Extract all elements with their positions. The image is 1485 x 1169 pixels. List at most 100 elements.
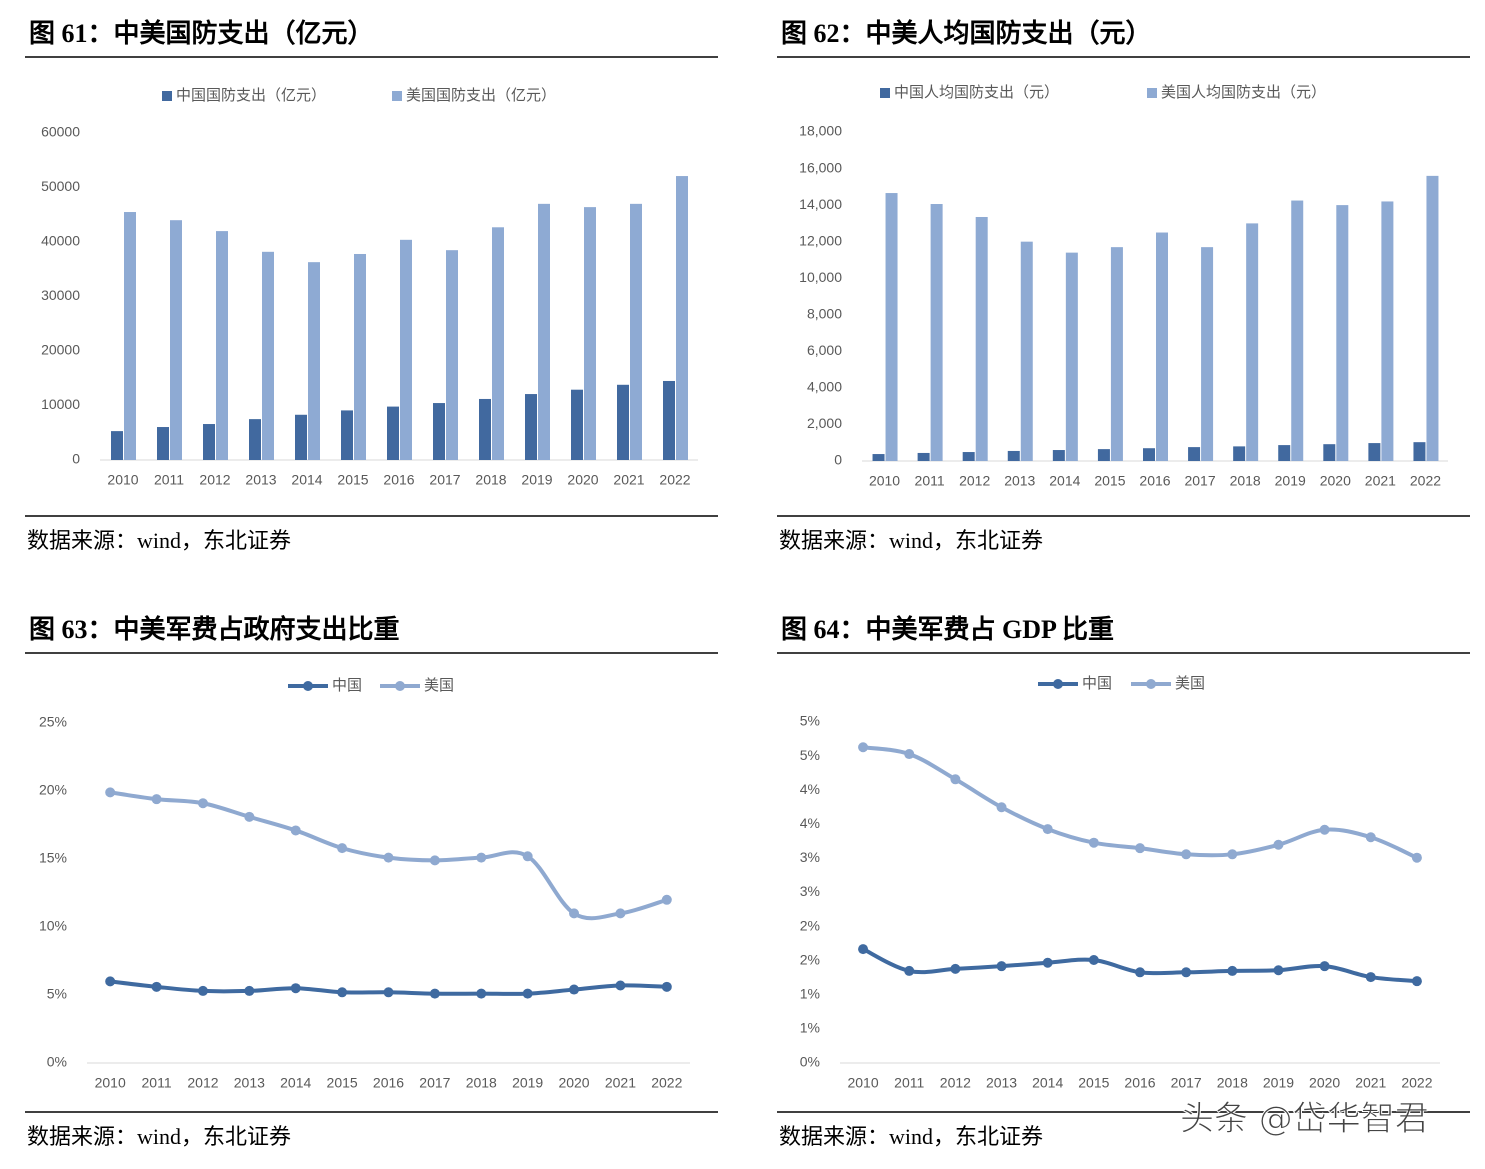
bar [1052, 450, 1065, 461]
x-tick-label: 2019 [512, 1075, 543, 1091]
y-tick-label: 12,000 [799, 232, 842, 248]
x-tick-label: 2014 [280, 1075, 311, 1091]
legend-label: 中国 [332, 676, 362, 694]
point [1273, 839, 1284, 850]
y-tick-label: 2,000 [807, 415, 842, 431]
bar [1188, 447, 1201, 461]
x-tick-label: 2012 [959, 473, 990, 489]
bar [1246, 223, 1259, 461]
legend-label: 美国人均国防支出（元） [1161, 83, 1326, 101]
bar [295, 414, 307, 460]
x-tick-label: 2022 [1410, 473, 1441, 489]
bar [1291, 200, 1304, 461]
point [1365, 972, 1376, 983]
point [383, 987, 394, 998]
x-tick-label: 2014 [1049, 473, 1080, 489]
legend-label: 中国国防支出（亿元） [176, 86, 326, 104]
y-tick-label: 5% [800, 747, 820, 763]
x-tick-label: 2013 [986, 1075, 1017, 1091]
x-tick-label: 2012 [187, 1075, 218, 1091]
y-tick-label: 10000 [41, 396, 80, 412]
point [569, 908, 580, 919]
bar [962, 452, 975, 461]
point [569, 984, 580, 995]
bar [1143, 448, 1155, 461]
bar [525, 394, 537, 460]
point [615, 980, 626, 991]
x-tick-label: 2015 [327, 1075, 358, 1091]
x-tick-label: 2020 [1309, 1075, 1340, 1091]
y-tick-label: 14,000 [799, 196, 842, 212]
x-tick-label: 2019 [1275, 473, 1306, 489]
bar [663, 380, 675, 460]
source: 数据来源：wind，东北证券 [27, 528, 291, 553]
y-tick-label: 10% [39, 918, 67, 934]
bar [1097, 449, 1110, 461]
x-tick-label: 2010 [107, 472, 138, 488]
point [1273, 965, 1284, 976]
point [105, 787, 116, 798]
legend-swatch [880, 88, 890, 98]
y-tick-label: 30000 [41, 287, 80, 303]
bar [479, 398, 491, 460]
x-tick-label: 2019 [1263, 1075, 1294, 1091]
y-tick-label: 1% [800, 986, 820, 1002]
point [522, 851, 533, 862]
bar [885, 193, 898, 461]
bar [387, 406, 399, 460]
y-tick-label: 15% [39, 850, 67, 866]
y-tick-label: 4% [800, 815, 820, 831]
y-tick-label: 0 [72, 451, 80, 467]
x-tick-label: 2018 [1217, 1075, 1248, 1091]
bar [1156, 232, 1168, 461]
x-tick-label: 2010 [869, 473, 900, 489]
x-tick-label: 2016 [1139, 473, 1170, 489]
bar [1323, 444, 1336, 461]
y-tick-label: 5% [800, 713, 820, 729]
x-tick-label: 2010 [95, 1075, 126, 1091]
legend-swatch [392, 91, 402, 101]
legend-marker [395, 681, 405, 691]
x-tick-label: 2017 [1184, 473, 1215, 489]
point [1042, 957, 1053, 968]
bar [1233, 446, 1246, 461]
point [105, 976, 116, 987]
y-tick-label: 4,000 [807, 379, 842, 395]
y-tick-label: 20000 [41, 342, 80, 358]
point [244, 985, 255, 996]
chart-title: 图 62：中美人均国防支出（元） [781, 18, 1152, 48]
point [661, 894, 672, 905]
bar [1110, 247, 1123, 461]
point [858, 742, 869, 753]
bar [111, 431, 123, 460]
bar [1020, 241, 1033, 461]
x-tick-label: 2010 [847, 1075, 878, 1091]
bar [216, 231, 228, 460]
bar [203, 424, 215, 460]
chart-title: 图 63：中美军费占政府支出比重 [29, 614, 400, 644]
point [1181, 849, 1192, 860]
y-tick-label: 5% [47, 986, 67, 1002]
x-tick-label: 2011 [915, 473, 945, 489]
x-tick-label: 2022 [659, 472, 690, 488]
y-tick-label: 8,000 [807, 305, 842, 321]
legend-marker [303, 681, 313, 691]
point [996, 802, 1007, 813]
x-tick-label: 2012 [199, 472, 230, 488]
y-tick-label: 3% [800, 849, 820, 865]
point [1227, 965, 1238, 976]
bar [262, 251, 274, 460]
x-tick-label: 2020 [1320, 473, 1351, 489]
point [661, 981, 672, 992]
bar [1065, 252, 1078, 461]
x-tick-label: 2018 [1230, 473, 1261, 489]
y-tick-label: 1% [800, 1020, 820, 1036]
bar [341, 410, 353, 460]
point [1365, 832, 1376, 843]
point [1088, 837, 1099, 848]
x-tick-label: 2012 [940, 1075, 971, 1091]
legend-swatch [162, 91, 172, 101]
x-tick-label: 2017 [1171, 1075, 1202, 1091]
point [522, 988, 533, 999]
bar [157, 427, 169, 460]
